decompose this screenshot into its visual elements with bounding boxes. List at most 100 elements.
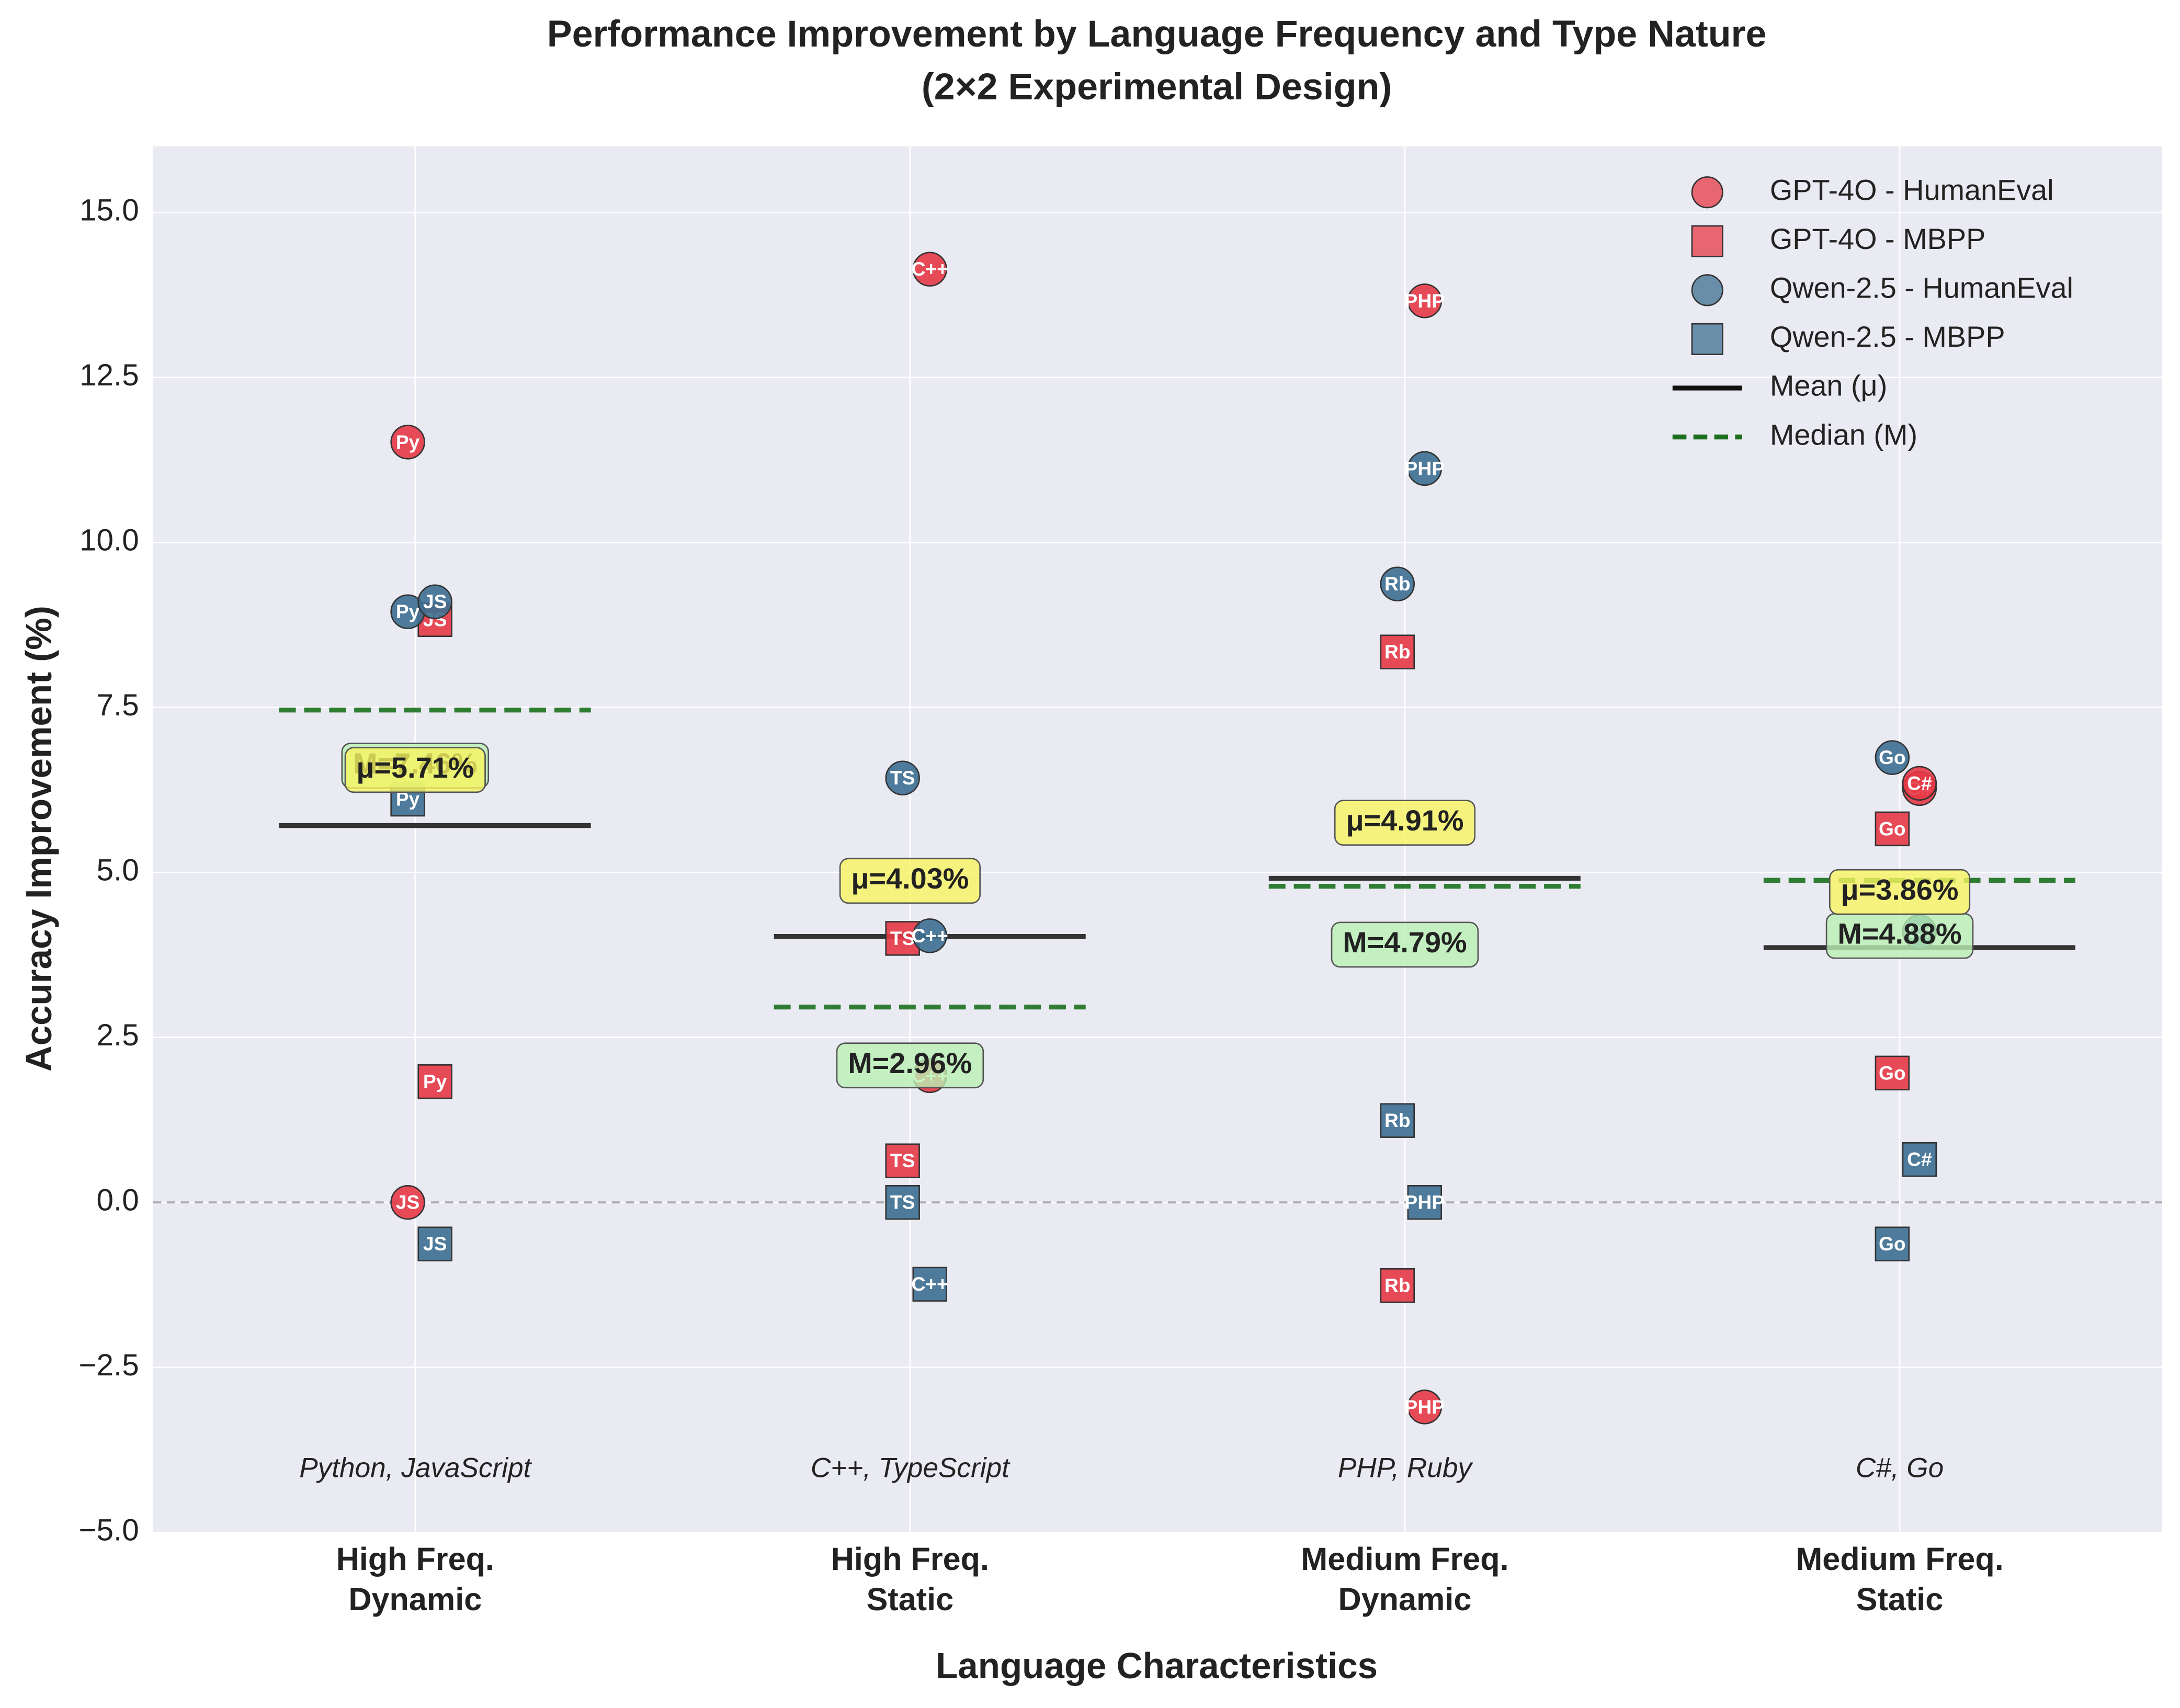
point [1875, 740, 1910, 775]
annotation: M=4.88% [1825, 913, 1974, 959]
y-tick-label: 7.5 [97, 688, 139, 722]
point [1380, 1103, 1415, 1138]
point [390, 1185, 425, 1220]
y-axis-label: Accuracy Improvement (%) [18, 606, 59, 1072]
point-label: Py [396, 600, 420, 622]
point-label: Go [1879, 1062, 1906, 1084]
y-tick-label: 15.0 [80, 193, 139, 227]
group-note: C#, Go [1856, 1452, 1944, 1483]
point [417, 1226, 452, 1261]
point [912, 1267, 947, 1302]
y-tick-label: −2.5 [78, 1348, 139, 1382]
point-label: JS [423, 590, 447, 612]
annotation: M=2.96% [836, 1042, 984, 1089]
point-label: Rb [1384, 1274, 1411, 1296]
legend-label: Qwen-2.5 - MBPP [1770, 320, 2005, 353]
legend-label: Qwen-2.5 - HumanEval [1770, 271, 2073, 304]
legend-marker [1691, 225, 1723, 257]
annotation-label: M=4.79% [1343, 926, 1467, 959]
point-label: C# [1907, 1148, 1932, 1170]
annotation-label: μ=4.91% [1346, 804, 1463, 837]
y-tick-label: 10.0 [80, 523, 139, 557]
point [1380, 1268, 1415, 1303]
point-label: PHP [1405, 457, 1445, 479]
annotation-label: M=2.96% [848, 1046, 972, 1079]
legend-marker [1691, 176, 1723, 209]
point [1380, 634, 1415, 669]
x-tick-label: Dynamic [348, 1581, 482, 1617]
point [1407, 283, 1443, 318]
x-tick-label: Static [867, 1581, 953, 1617]
point-label: C++ [912, 1273, 948, 1295]
point-label: Py [396, 431, 420, 453]
legend-label: GPT-4O - MBPP [1770, 222, 1985, 255]
point-label: PHP [1405, 1396, 1445, 1418]
annotation-label: M=4.88% [1837, 917, 1961, 950]
point-label: PHP [1405, 1191, 1445, 1213]
annotation-label: μ=5.71% [356, 751, 474, 784]
group-note: C++, TypeScript [811, 1452, 1010, 1483]
legend-marker [1691, 323, 1723, 355]
annotation: μ=3.86% [1829, 869, 1971, 915]
annotation-box [1334, 800, 1476, 846]
x-tick-label: Static [1856, 1581, 1943, 1617]
annotation: μ=4.91% [1334, 800, 1476, 846]
point [912, 252, 947, 287]
annotation: μ=4.03% [839, 858, 981, 904]
chart-subtitle: (2×2 Experimental Design) [922, 66, 1392, 108]
y-tick-label: 2.5 [97, 1018, 139, 1052]
annotation: μ=5.71% [344, 747, 486, 793]
point-label: Go [1879, 1233, 1906, 1255]
annotation: M=4.79% [1331, 921, 1479, 968]
point-label: JS [396, 1191, 420, 1213]
point [1407, 451, 1443, 486]
chart-title: Performance Improvement by Language Freq… [547, 13, 1767, 55]
x-tick-label: Medium Freq. [1796, 1541, 2003, 1577]
point [1875, 811, 1910, 847]
point-label: Rb [1384, 573, 1411, 595]
group-note: PHP, Ruby [1338, 1452, 1473, 1483]
point-label: Rb [1384, 1109, 1411, 1131]
y-tick-label: 5.0 [97, 853, 139, 887]
point [1407, 1390, 1443, 1425]
point-label: TS [890, 1149, 915, 1171]
point [885, 760, 920, 795]
x-tick-label: High Freq. [831, 1541, 989, 1577]
legend-label: Median (M) [1770, 418, 1917, 451]
y-tick-label: −5.0 [78, 1513, 139, 1547]
point-label: C# [1907, 772, 1932, 794]
annotation-box [839, 858, 981, 904]
point-label: C++ [912, 925, 948, 947]
y-tick-label: 0.0 [97, 1183, 139, 1217]
annotation-box [1829, 869, 1971, 915]
annotation-box [1331, 921, 1479, 968]
point [885, 1185, 920, 1220]
annotation-box [344, 747, 486, 793]
point [912, 918, 947, 953]
point-label: Go [1879, 817, 1906, 839]
point-label: Go [1879, 746, 1906, 768]
point-label: PHP [1405, 290, 1445, 312]
point-label: TS [890, 1191, 915, 1213]
point-label: TS [890, 927, 915, 949]
annotation-label: μ=3.86% [1841, 873, 1959, 906]
point [1407, 1185, 1443, 1220]
point-label: C++ [912, 258, 948, 280]
y-tick-label: 12.5 [80, 358, 139, 392]
group-note: Python, JavaScript [299, 1452, 532, 1483]
point-label: Py [423, 1071, 447, 1092]
x-tick-label: Medium Freq. [1301, 1541, 1508, 1577]
x-tick-label: Dynamic [1338, 1581, 1472, 1617]
point [417, 1064, 452, 1099]
x-axis-label: Language Characteristics [936, 1645, 1378, 1686]
point [390, 425, 425, 460]
point [1875, 1226, 1910, 1261]
legend-label: Mean (μ) [1770, 369, 1887, 402]
legend-label: GPT-4O - HumanEval [1770, 173, 2054, 206]
point [417, 584, 452, 619]
point-label: Rb [1384, 641, 1411, 663]
point [1902, 766, 1937, 801]
annotation-label: μ=4.03% [851, 862, 969, 895]
